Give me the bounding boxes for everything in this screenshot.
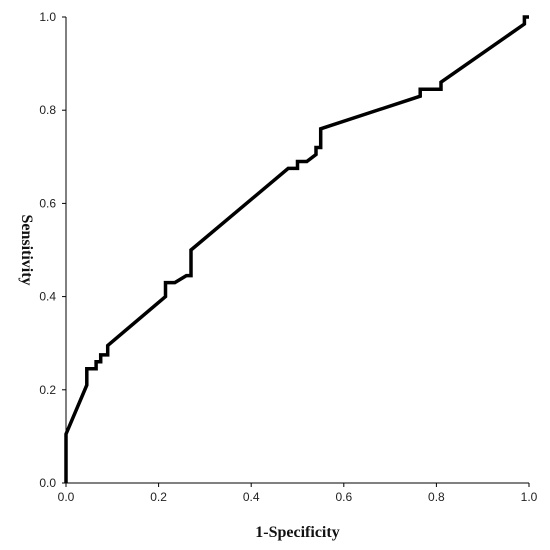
x-tick-label: 0.2 <box>150 490 167 504</box>
roc-curve-line <box>64 15 529 483</box>
x-tick-label: 0.4 <box>243 490 260 504</box>
x-tick-label: 0.8 <box>428 490 445 504</box>
y-tick-label: 1.0 <box>39 10 56 24</box>
x-tick-label: 0.6 <box>335 490 352 504</box>
y-axis-ticks: 0.0 0.2 0.4 0.6 0.8 1.0 <box>39 10 66 490</box>
x-axis-label: 1-Specificity <box>255 524 339 541</box>
y-axis-label: Sensitivity <box>18 214 35 285</box>
x-tick-label: 1.0 <box>521 490 538 504</box>
y-tick-label: 0.4 <box>39 290 56 304</box>
axes <box>65 17 529 484</box>
x-tick-label: 0.0 <box>58 490 75 504</box>
x-axis-ticks: 0.0 0.2 0.4 0.6 0.8 1.0 <box>58 483 538 504</box>
y-tick-label: 0.2 <box>39 383 56 397</box>
y-tick-label: 0.0 <box>39 476 56 490</box>
y-tick-label: 0.6 <box>39 196 56 210</box>
y-tick-label: 0.8 <box>39 103 56 117</box>
